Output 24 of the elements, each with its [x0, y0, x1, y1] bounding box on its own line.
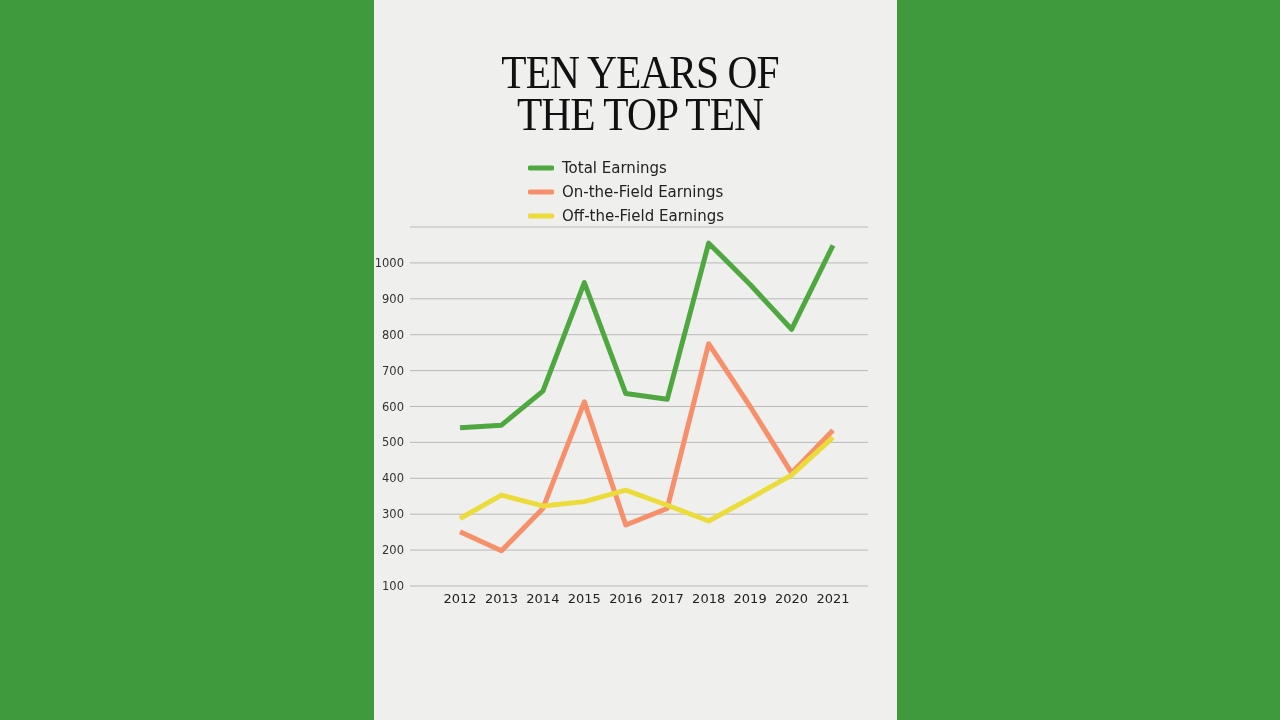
y-tick-label: 600	[382, 399, 404, 414]
y-tick-label: 1000	[374, 255, 404, 270]
y-tick-label: 200	[382, 543, 404, 558]
y-tick-label: 300	[382, 507, 404, 522]
y-tick-label: 500	[382, 435, 404, 450]
x-tick-label: 2013	[484, 591, 518, 607]
chart-title: TEN YEARS OF THE TOP TEN	[500, 47, 780, 140]
x-tick-label: 2016	[609, 591, 643, 607]
legend-label: On-the-Field Earnings	[562, 183, 724, 201]
y-tick-label: 900	[382, 291, 404, 306]
legend-label: Total Earnings	[562, 159, 667, 177]
x-tick-label: 2019	[733, 591, 767, 607]
legend-label: Off-the-Field Earnings	[562, 207, 725, 225]
x-tick-label: 2021	[816, 591, 850, 607]
x-tick-label: 2020	[775, 591, 809, 607]
x-tick-label: 2018	[692, 591, 726, 607]
x-tick-label: 2012	[443, 591, 477, 607]
y-tick-label: 800	[382, 327, 404, 342]
y-tick-label: 700	[382, 363, 404, 378]
x-tick-label: 2014	[526, 591, 560, 607]
x-tick-label: 2015	[567, 591, 601, 607]
x-tick-label: 2017	[650, 591, 684, 607]
y-tick-label: 400	[382, 471, 404, 486]
y-tick-label: 100	[382, 579, 404, 594]
